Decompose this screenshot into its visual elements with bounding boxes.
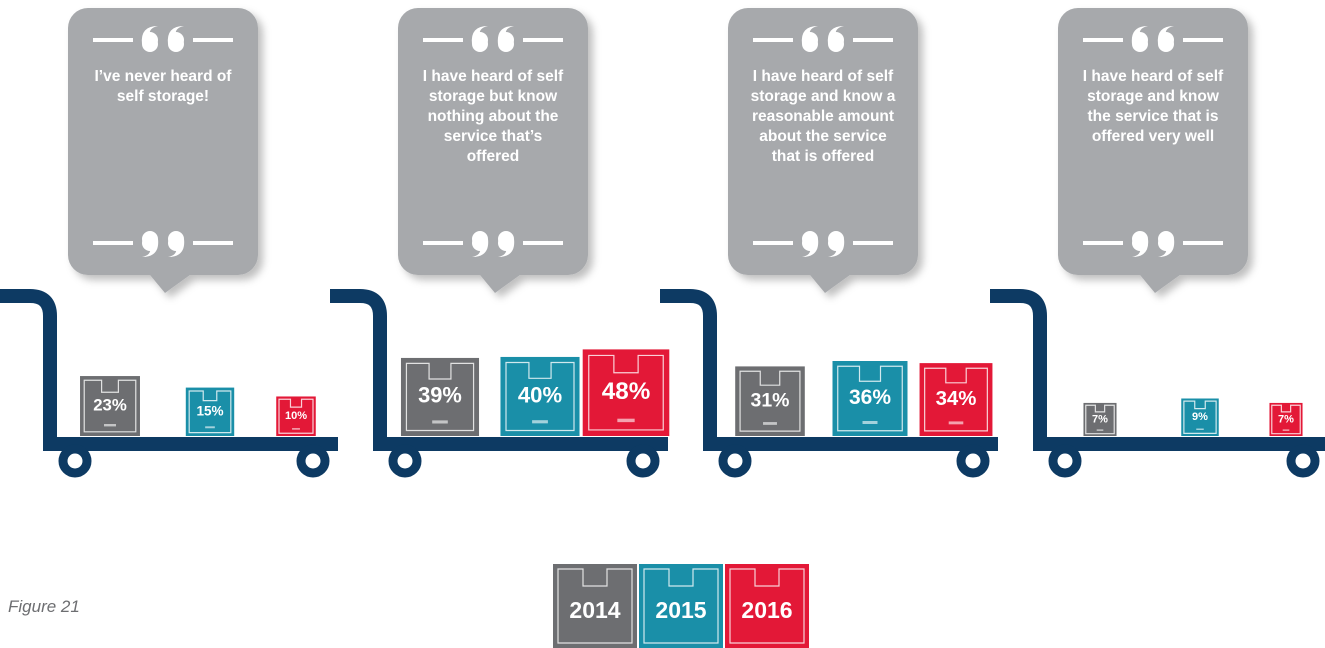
box: 39% <box>401 358 479 436</box>
box-mark <box>432 420 448 423</box>
wheel <box>1291 449 1315 473</box>
box: 9% <box>1181 399 1219 437</box>
quote-mark <box>1158 235 1174 251</box>
quote-mark <box>1132 32 1148 48</box>
quote-text: I’ve never heard of self storage! <box>88 67 238 107</box>
quote-dash <box>93 38 133 42</box>
value-label: 39% <box>418 383 462 408</box>
box: 40% <box>500 357 579 436</box>
box-mark <box>205 426 215 428</box>
legend-label: 2016 <box>741 597 792 623</box>
quote-text: I have heard of self storage and know a … <box>748 67 898 167</box>
wheel <box>631 449 655 473</box>
quote-dash <box>193 241 233 245</box>
legend-item: 2014 <box>553 564 637 648</box>
quote-mark <box>498 32 514 48</box>
quote-dash <box>1083 38 1123 42</box>
value-label: 23% <box>93 395 127 414</box>
quote-mark <box>498 235 514 251</box>
quote-mark <box>142 235 158 251</box>
wheel <box>63 449 87 473</box>
legend-label: 2014 <box>569 597 620 623</box>
quote-mark <box>1132 235 1148 251</box>
infographic: 23% 15% 10% 39% 40% 48% 31% 36% 34% 7% 9% 7% 2014 201… <box>0 0 1325 648</box>
quote-text: I have heard of self storage but know no… <box>418 67 568 167</box>
speech-bubble <box>68 8 258 293</box>
value-label: 34% <box>936 388 977 410</box>
quote-mark <box>828 235 844 251</box>
box: 7% <box>1083 403 1116 436</box>
box-mark <box>1097 429 1104 431</box>
value-label: 31% <box>751 389 790 411</box>
quote-mark <box>142 32 158 48</box>
quote-dash <box>853 241 893 245</box>
box: 34% <box>920 363 993 436</box>
wheel <box>961 449 985 473</box>
bubble <box>68 8 258 293</box>
cart <box>990 296 1325 473</box>
box-mark <box>763 422 777 425</box>
quote-mark <box>1158 32 1174 48</box>
quote-mark <box>802 235 818 251</box>
quote-dash <box>523 38 563 42</box>
wheel <box>393 449 417 473</box>
box: 10% <box>276 396 316 436</box>
quote-dash <box>853 38 893 42</box>
quote-dash <box>423 38 463 42</box>
quote-mark <box>168 32 184 48</box>
quote-dash <box>523 241 563 245</box>
legend-label: 2015 <box>655 597 706 623</box>
box-mark <box>863 421 878 424</box>
speech-bubble <box>1058 8 1248 293</box>
box-mark <box>617 419 634 422</box>
box: 23% <box>80 376 140 436</box>
value-label: 9% <box>1192 411 1208 423</box>
quote-dash <box>423 241 463 245</box>
value-label: 10% <box>285 410 307 422</box>
bubble <box>1058 8 1248 293</box>
value-label: 7% <box>1092 413 1108 425</box>
wheel <box>1053 449 1077 473</box>
box: 7% <box>1269 403 1302 436</box>
quote-mark <box>802 32 818 48</box>
wheel <box>301 449 325 473</box>
box: 48% <box>583 349 670 436</box>
quote-dash <box>193 38 233 42</box>
quote-dash <box>1083 241 1123 245</box>
box-mark <box>104 424 116 426</box>
box-mark <box>292 428 300 430</box>
box-mark <box>949 421 964 424</box>
value-label: 36% <box>849 386 891 409</box>
quote-text: I have heard of self storage and know th… <box>1078 67 1228 147</box>
box-mark <box>532 420 548 423</box>
box: 36% <box>833 361 908 436</box>
value-label: 40% <box>518 382 563 407</box>
caption: Figure 21 <box>8 597 80 617</box>
legend-item: 2015 <box>639 564 723 648</box>
quote-mark <box>472 32 488 48</box>
value-label: 48% <box>602 378 651 405</box>
quote-dash <box>1183 241 1223 245</box>
legend-item: 2016 <box>725 564 809 648</box>
wheel <box>723 449 747 473</box>
quote-mark <box>828 32 844 48</box>
box: 15% <box>186 388 234 436</box>
quote-mark <box>168 235 184 251</box>
quote-dash <box>1183 38 1223 42</box>
quote-dash <box>753 241 793 245</box>
value-label: 7% <box>1278 413 1294 425</box>
box: 31% <box>735 366 805 436</box>
box-mark <box>1283 429 1290 431</box>
quote-dash <box>93 241 133 245</box>
box-mark <box>1196 429 1204 431</box>
value-label: 15% <box>196 403 223 418</box>
quote-dash <box>753 38 793 42</box>
cart <box>0 296 338 473</box>
quote-mark <box>472 235 488 251</box>
